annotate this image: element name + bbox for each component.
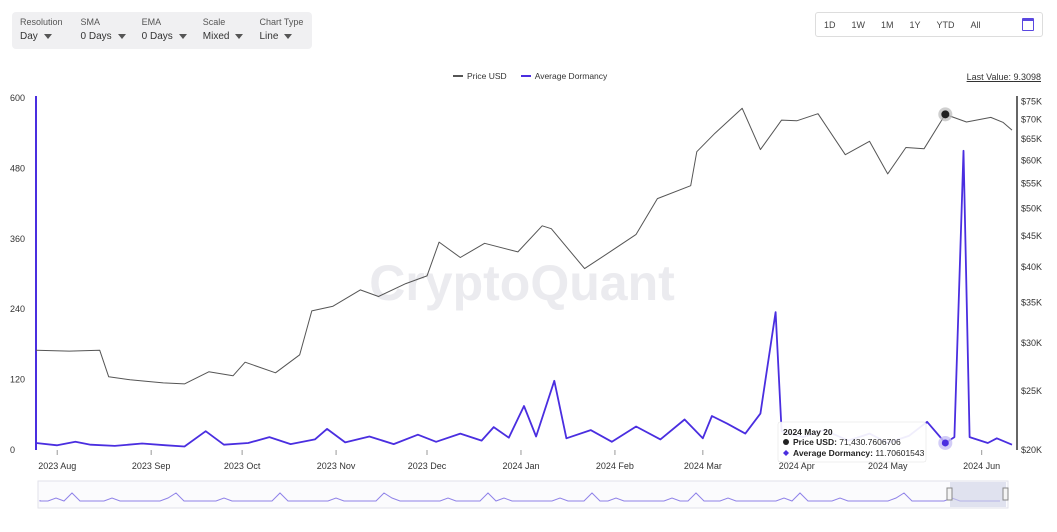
range-1d-button[interactable]: 1D <box>824 19 836 30</box>
tooltip-dormancy-label: Average Dormancy: <box>793 448 875 458</box>
x-tick-label: 2023 Sep <box>132 461 171 471</box>
y-left-tick-label: 600 <box>10 93 25 103</box>
chart-type-value: Line <box>259 31 279 42</box>
range-1m-button[interactable]: 1M <box>881 19 894 30</box>
series-line-price-usd <box>35 107 1013 385</box>
y-left-tick-label: 360 <box>10 234 25 244</box>
range-selector: 1D 1W 1M 1Y YTD All <box>815 12 1043 37</box>
chevron-down-icon <box>43 34 52 39</box>
y-right-tick-label: $60K <box>1021 155 1042 165</box>
legend-item-dormancy[interactable]: Average Dormancy <box>520 71 608 81</box>
chart-toolbar: Resolution Day SMA 0 Days EMA 0 Days Sca… <box>12 12 312 49</box>
last-value: Last Value: 9.3098 <box>967 72 1041 82</box>
range-1y-button[interactable]: 1Y <box>909 19 921 30</box>
legend-label-price: Price USD <box>467 71 507 81</box>
hover-point-dormancy <box>941 439 949 447</box>
legend-swatch-dormancy <box>520 75 531 77</box>
scale-value: Mixed <box>202 31 230 42</box>
y-right-tick-label: $25K <box>1021 386 1042 396</box>
x-tick-label: 2023 Nov <box>317 461 356 471</box>
y-right-tick-label: $65K <box>1021 134 1042 144</box>
navigator-handle-right <box>1002 487 1009 501</box>
chart-type-dropdown[interactable]: Chart Type Line <box>251 12 311 49</box>
x-tick-label: 2023 Dec <box>408 461 447 471</box>
scale-dropdown[interactable]: Scale Mixed <box>195 12 252 49</box>
x-tick-label: 2024 Mar <box>684 461 722 471</box>
legend-item-price[interactable]: Price USD <box>453 71 507 81</box>
legend-swatch-price <box>453 75 463 77</box>
y-right-tick-label: $75K <box>1021 96 1042 106</box>
scale-label: Scale <box>202 17 226 27</box>
sma-label: SMA <box>80 17 101 27</box>
tooltip-dormancy: Average Dormancy: 11.70601543 <box>793 448 925 458</box>
calendar-icon[interactable] <box>1022 18 1034 31</box>
chart-type-label: Chart Type <box>259 17 304 27</box>
sma-dropdown[interactable]: SMA 0 Days <box>71 12 134 49</box>
resolution-value: Day <box>20 31 38 42</box>
tooltip-price-label: Price USD: <box>793 437 839 447</box>
y-right-tick-label: $40K <box>1021 262 1042 272</box>
navigator-line <box>39 492 1000 502</box>
x-tick-label: 2023 Oct <box>224 461 261 471</box>
y-right-tick-label: $20K <box>1021 445 1042 455</box>
x-tick-label: 2024 Jun <box>963 461 1000 471</box>
tooltip-price: Price USD: 71,430.7606706 <box>793 437 901 447</box>
y-right-tick-label: $35K <box>1021 297 1042 307</box>
range-1w-button[interactable]: 1W <box>851 19 866 30</box>
chevron-down-icon <box>235 34 244 39</box>
legend-label-dormancy: Average Dormancy <box>534 71 608 81</box>
x-tick-label: 2024 Feb <box>596 461 634 471</box>
range-all-button[interactable]: All <box>970 19 981 30</box>
hover-point-price <box>941 110 950 119</box>
ema-dropdown[interactable]: EMA 0 Days <box>134 12 195 49</box>
watermark: CryptoQuant <box>369 255 675 311</box>
y-left-tick-label: 0 <box>10 445 15 455</box>
resolution-label: Resolution <box>20 17 63 27</box>
y-left-tick-label: 480 <box>10 163 25 173</box>
last-value-label: Last Value: <box>966 72 1014 82</box>
y-left-tick-label: 120 <box>10 375 25 385</box>
tooltip-price-dot <box>783 439 789 445</box>
tooltip-date: 2024 May 20 <box>783 427 833 437</box>
tooltip-dormancy-diamond <box>783 450 789 456</box>
navigator[interactable] <box>37 480 1009 509</box>
chevron-down-icon <box>117 34 126 39</box>
y-right-tick-label: $70K <box>1021 115 1042 125</box>
range-ytd-button[interactable]: YTD <box>936 19 955 30</box>
x-tick-label: 2024 Jan <box>502 461 539 471</box>
chevron-down-icon <box>178 34 187 39</box>
y-right-tick-label: $45K <box>1021 231 1042 241</box>
resolution-dropdown[interactable]: Resolution Day <box>12 12 71 49</box>
tooltip-box <box>777 421 927 463</box>
navigator-selection <box>950 482 1006 507</box>
y-right-tick-label: $55K <box>1021 178 1042 188</box>
tooltip-price-value: 71,430.7606706 <box>839 437 901 447</box>
navigator-handle-left <box>946 487 953 501</box>
ema-label: EMA <box>141 17 162 27</box>
y-right-tick-label: $50K <box>1021 203 1042 213</box>
sma-value: 0 Days <box>80 31 112 42</box>
x-tick-label: 2024 May <box>868 461 908 471</box>
x-tick-label: 2023 Aug <box>38 461 76 471</box>
chart-legend: Price USD Average Dormancy <box>453 71 607 81</box>
navigator-background <box>37 480 1009 509</box>
chevron-down-icon <box>284 34 293 39</box>
y-right-tick-label: $30K <box>1021 338 1042 348</box>
y-left-tick-label: 240 <box>10 304 25 314</box>
last-value-number: 9.3098 <box>1013 72 1041 82</box>
x-tick-label: 2024 Apr <box>779 461 815 471</box>
ema-value: 0 Days <box>141 31 173 42</box>
tooltip-dormancy-value: 11.70601543 <box>875 448 924 458</box>
